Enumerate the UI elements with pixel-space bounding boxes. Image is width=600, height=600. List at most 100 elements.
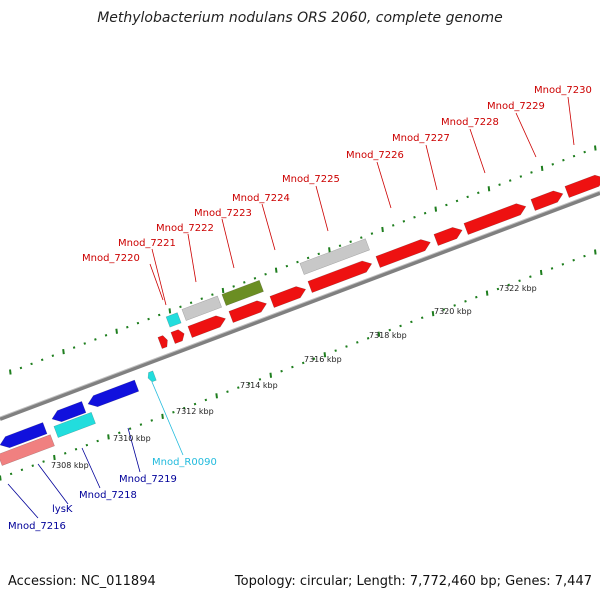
gene-arrow-mnod-r0090[interactable] — [146, 370, 157, 383]
gene-label-mnod-7222[interactable]: Mnod_7222 — [156, 223, 214, 234]
inner-tick-mark — [345, 345, 348, 348]
pseudo-gene-1[interactable] — [181, 295, 222, 321]
outer-tick-mark — [189, 301, 193, 305]
gene-arrow-mnod-7224[interactable] — [269, 284, 308, 308]
reverse-gene-labels: Mnod_R0090 Mnod_7219 Mnod_7218 lysK Mnod… — [8, 457, 217, 532]
outer-tick-mark — [551, 163, 555, 166]
inner-tick-mark — [475, 295, 478, 299]
outer-tick-mark — [19, 366, 23, 370]
gene-label-mnod-r0090[interactable]: Mnod_R0090 — [152, 457, 217, 468]
gene-label-mnod-7221[interactable]: Mnod_7221 — [118, 238, 176, 249]
gene-arrow-mnod-7228[interactable] — [463, 201, 528, 235]
gene-arrow-mnod-7226[interactable] — [375, 237, 433, 268]
outer-tick-mark — [157, 313, 161, 317]
outer-tick-mark — [562, 158, 565, 162]
inner-tick-mark — [96, 439, 99, 443]
gene-label-mnod-7230[interactable]: Mnod_7230 — [534, 85, 592, 96]
inner-tick-mark — [485, 290, 489, 296]
inner-tick-mark — [334, 349, 337, 352]
outer-tick-mark — [9, 369, 12, 375]
outer-tick-mark — [40, 358, 44, 362]
scale-label-7308: 7308 kbp — [51, 461, 89, 470]
inner-tick-mark — [63, 452, 67, 455]
leader-line-forward — [567, 96, 575, 146]
gene-arrow-mnod-7223[interactable] — [228, 298, 269, 323]
gene-arrow-mnod-7227[interactable] — [433, 225, 464, 246]
leader-line-forward — [187, 233, 197, 283]
inner-tick-mark — [539, 269, 543, 276]
gene-arrow-mnod-7220[interactable] — [157, 335, 170, 349]
rna-feature-lower[interactable] — [53, 411, 96, 438]
inner-tick-mark — [420, 316, 424, 320]
gene-label-mnod-7225[interactable]: Mnod_7225 — [282, 174, 340, 185]
inner-tick-mark — [0, 475, 2, 481]
genome-summary: Topology: circular; Length: 7,772,460 bp… — [234, 574, 592, 589]
gene-label-mnod-7219[interactable]: Mnod_7219 — [119, 474, 177, 485]
outer-tick-mark — [583, 150, 586, 154]
gene-arrow-mnod-7218[interactable] — [50, 401, 87, 424]
scale-label-7312: 7312 kbp — [176, 407, 214, 416]
inner-tick-mark — [9, 472, 13, 476]
gene-arrow-mnod-7221[interactable] — [170, 328, 186, 344]
outer-tick-mark — [211, 293, 214, 296]
inner-tick-mark — [269, 372, 273, 378]
inner-tick-mark — [172, 410, 175, 414]
gene-label-mnod-7229[interactable]: Mnod_7229 — [487, 101, 545, 112]
inner-tick-mark — [258, 378, 262, 381]
outer-tick-mark — [306, 256, 310, 260]
inner-tick-mark — [399, 324, 402, 328]
inner-tick-mark — [247, 382, 251, 385]
inner-tick-mark — [366, 337, 370, 340]
outer-tick-mark — [413, 215, 416, 219]
gene-label-lysk[interactable]: lysK — [52, 504, 73, 515]
inner-tick-mark — [53, 454, 56, 461]
gene-arrow-mnod-7222[interactable] — [187, 313, 228, 338]
gene-label-mnod-7220[interactable]: Mnod_7220 — [82, 253, 140, 264]
leader-line-forward — [376, 161, 392, 209]
outer-tick-mark — [221, 287, 225, 294]
inner-tick-mark — [161, 413, 164, 419]
gene-label-mnod-7224[interactable]: Mnod_7224 — [232, 193, 290, 204]
inner-tick-track — [0, 249, 597, 481]
scale-label-7318: 7318 kbp — [369, 331, 407, 340]
inner-tick-mark — [226, 390, 229, 393]
gene-arrow-lysk[interactable] — [0, 422, 48, 450]
outer-tick-mark — [94, 338, 97, 341]
outer-tick-mark — [445, 203, 448, 207]
gene-arrow-mnod-7225[interactable] — [307, 258, 374, 293]
pseudo-gene-2[interactable] — [299, 238, 370, 275]
rna-feature-upper[interactable] — [165, 312, 182, 328]
misc-feature-pink[interactable] — [0, 434, 55, 466]
gene-arrow-mnod-7230[interactable] — [564, 172, 600, 198]
gene-other-feature[interactable] — [221, 279, 264, 306]
outer-tick-mark — [487, 186, 491, 192]
gene-label-mnod-7216[interactable]: Mnod_7216 — [8, 521, 66, 532]
outer-tick-mark — [530, 171, 533, 174]
inner-tick-mark — [301, 361, 305, 365]
gene-label-mnod-7226[interactable]: Mnod_7226 — [346, 150, 404, 161]
inner-tick-mark — [583, 254, 586, 258]
outer-tick-mark — [296, 260, 299, 264]
outer-tick-mark — [360, 236, 363, 239]
gene-label-mnod-7228[interactable]: Mnod_7228 — [441, 117, 499, 128]
outer-tick-mark — [115, 328, 118, 334]
outer-tick-mark — [349, 240, 352, 243]
inner-tick-mark — [150, 419, 154, 422]
outer-tick-mark — [51, 354, 55, 357]
gene-label-mnod-7218[interactable]: Mnod_7218 — [79, 490, 137, 501]
inner-tick-mark — [561, 263, 565, 266]
inner-tick-mark — [312, 357, 316, 361]
outer-tick-mark — [381, 226, 384, 233]
outer-tick-mark — [477, 191, 480, 195]
inner-tick-mark — [594, 249, 597, 255]
inner-tick-mark — [356, 341, 359, 344]
gene-arrow-mnod-7219[interactable] — [86, 379, 140, 410]
gene-label-leaders — [7, 96, 575, 519]
gene-label-mnod-7223[interactable]: Mnod_7223 — [194, 208, 252, 219]
gene-arrow-mnod-7229[interactable] — [530, 188, 565, 211]
inner-tick-mark — [291, 365, 294, 369]
gene-label-mnod-7227[interactable]: Mnod_7227 — [392, 133, 450, 144]
inner-tick-mark — [128, 427, 132, 430]
outer-tick-mark — [83, 342, 87, 345]
